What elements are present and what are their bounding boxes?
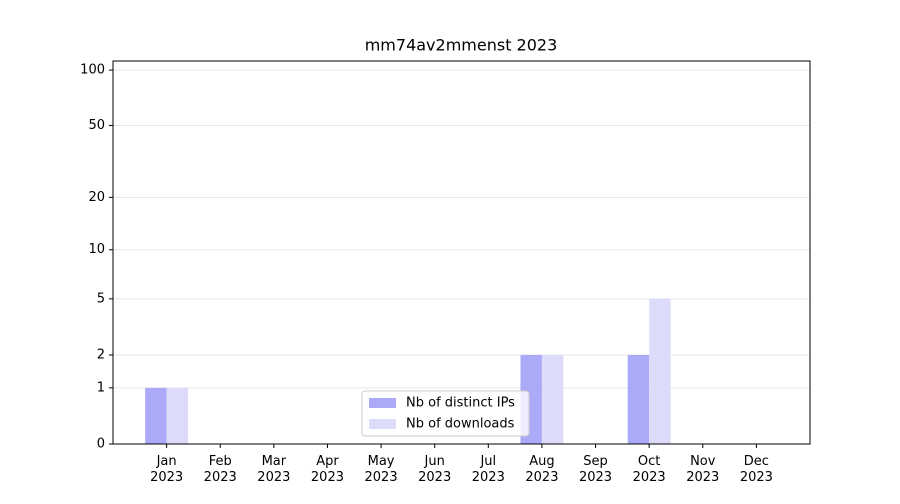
y-tick-label: 50	[88, 118, 105, 133]
x-tick-label: May 2023	[365, 454, 398, 485]
bar	[166, 387, 189, 444]
x-tick-label: Jul 2023	[472, 454, 505, 485]
y-tick-label: 5	[97, 291, 105, 306]
x-tick-label: Feb 2023	[204, 454, 237, 485]
chart-title: mm74av2mmenst 2023	[365, 36, 558, 55]
x-tick-label: Aug 2023	[525, 454, 558, 485]
x-tick-label: Mar 2023	[257, 454, 290, 485]
plot-frame	[112, 60, 811, 445]
bar	[145, 387, 167, 444]
y-tick-label: 0	[97, 437, 105, 452]
x-tick-label: Jan 2023	[150, 454, 183, 485]
bar	[627, 354, 650, 444]
x-tick-label: Jun 2023	[418, 454, 451, 485]
y-tick-label: 20	[88, 190, 105, 205]
x-tick-label: Nov 2023	[686, 454, 719, 485]
y-tick-label: 10	[88, 242, 105, 257]
y-tick-label: 2	[97, 347, 105, 362]
x-tick-label: Oct 2023	[633, 454, 666, 485]
x-tick-label: Sep 2023	[579, 454, 612, 485]
x-tick-label: Apr 2023	[311, 454, 344, 485]
bar	[649, 298, 671, 444]
legend-box	[361, 390, 530, 437]
legend-swatch	[369, 419, 396, 429]
legend-swatch	[369, 398, 396, 408]
legend-label: Nb of distinct IPs	[406, 396, 515, 411]
x-tick-label: Dec 2023	[740, 454, 773, 485]
legend-label: Nb of downloads	[406, 417, 515, 432]
bar	[541, 354, 564, 444]
y-tick-label: 1	[97, 380, 105, 395]
y-tick-label: 100	[80, 63, 105, 78]
